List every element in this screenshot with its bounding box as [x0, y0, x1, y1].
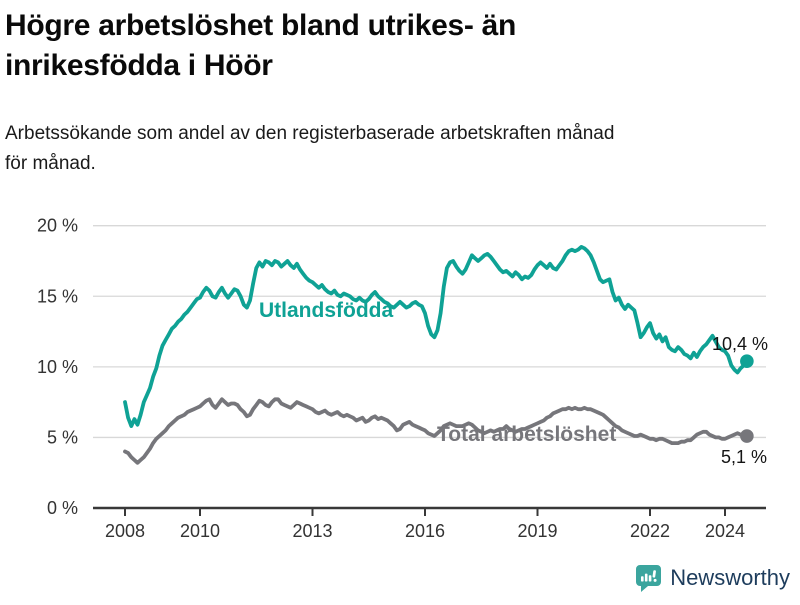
page-title-line-1: Högre arbetslöshet bland utrikes- än	[5, 9, 516, 42]
x-tick-label: 2022	[630, 521, 670, 541]
x-tick-label: 2013	[292, 521, 332, 541]
series-label-utlandsfodda: Utlandsfödda	[259, 299, 393, 322]
series-end-dot	[740, 429, 754, 443]
y-tick-label: 20 %	[37, 216, 78, 236]
x-tick-label: 2008	[105, 521, 145, 541]
series-end-value-label: 5,1 %	[721, 447, 767, 467]
y-tick-label: 15 %	[37, 286, 78, 306]
y-tick-label: 10 %	[37, 357, 78, 377]
y-tick-label: 0 %	[47, 498, 78, 518]
x-tick-label: 2016	[405, 521, 445, 541]
chart-subtitle-line-2: för månad.	[5, 153, 96, 174]
brand-footer[interactable]: Newsworthy	[635, 564, 790, 592]
series-end-dot	[740, 354, 754, 369]
series-line-utlandsfodda	[123, 244, 749, 429]
series-label-total: Total arbetslöshet	[437, 423, 616, 446]
x-tick-label: 2010	[180, 521, 220, 541]
page-title-line-2: inrikesfödda i Höör	[5, 49, 273, 82]
x-tick-label: 2024	[705, 521, 745, 541]
chart-subtitle-line-1: Arbetssökande som andel av den registerb…	[5, 123, 615, 144]
page-title: Högre arbetslöshet bland utrikes- än inr…	[5, 6, 685, 86]
series-end-value-label: 10,4 %	[712, 334, 768, 354]
y-tick-label: 5 %	[47, 427, 78, 447]
x-tick-label: 2019	[517, 521, 557, 541]
series-line-total	[123, 397, 749, 465]
newsworthy-logo-icon	[635, 564, 662, 592]
chart-subtitle: Arbetssökande som andel av den registerb…	[5, 119, 765, 179]
newsworthy-wordmark: Newsworthy	[670, 565, 790, 590]
